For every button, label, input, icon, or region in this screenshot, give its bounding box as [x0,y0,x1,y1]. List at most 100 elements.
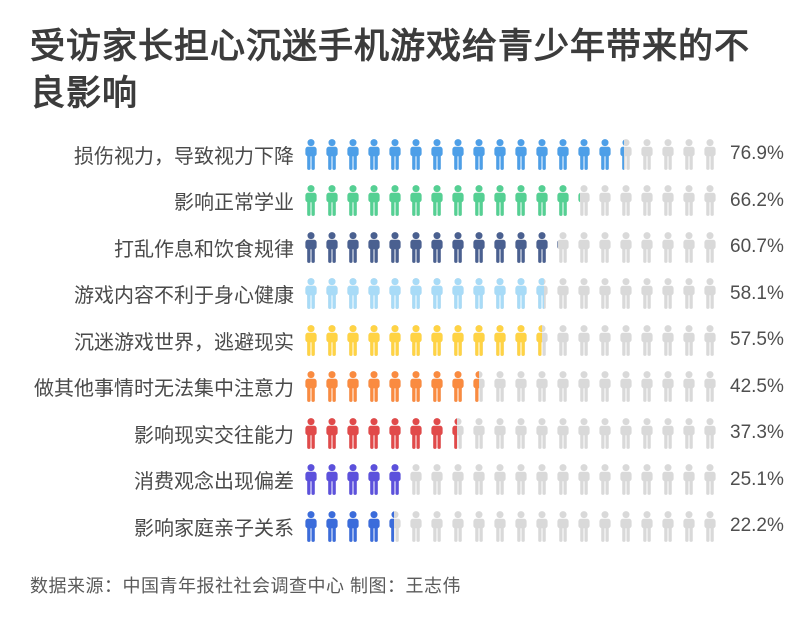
person-icon [619,278,633,310]
row-value: 42.5% [730,375,784,397]
person-icon [514,371,528,403]
person-icon [535,324,549,356]
person-icon [493,371,507,403]
person-icon [325,231,339,263]
person-icon [346,231,360,263]
row-label: 损伤视力，导致视力下降 [74,145,294,168]
person-icon [577,138,591,170]
person-icon [619,417,633,449]
person-icon [304,138,318,170]
person-icon [409,185,423,217]
person-icon [598,231,612,263]
row-label: 影响现实交往能力 [134,424,294,447]
person-icon [598,371,612,403]
person-icon [598,138,612,170]
person-icon [682,417,696,449]
person-icon [409,464,423,496]
person-icon [346,324,360,356]
person-icon [451,324,465,356]
person-icon [598,185,612,217]
person-icon [367,417,381,449]
icon-bar [304,231,717,263]
person-icon [514,185,528,217]
person-icon [598,278,612,310]
person-icon [703,417,717,449]
person-icon [472,324,486,356]
row-value: 66.2% [730,189,784,211]
row-value: 60.7% [730,236,784,258]
person-icon [388,464,402,496]
person-icon [472,231,486,263]
person-icon [304,324,318,356]
person-icon [661,324,675,356]
person-icon [640,278,654,310]
person-icon [472,278,486,310]
chart-row: 损伤视力，导致视力下降 76.9% [30,131,784,178]
chart-row: 沉迷游戏世界，逃避现实 57.5% [30,317,784,364]
person-icon [682,138,696,170]
person-icon [325,510,339,542]
person-icon [367,231,381,263]
person-icon [619,510,633,542]
person-icon [367,371,381,403]
icon-bar [304,371,717,403]
person-icon [388,371,402,403]
person-icon [640,510,654,542]
person-icon [514,510,528,542]
person-icon [640,464,654,496]
person-icon [304,371,318,403]
row-value: 37.3% [730,422,784,444]
person-icon [535,417,549,449]
person-icon [346,464,360,496]
person-icon [451,510,465,542]
chart-row: 影响家庭亲子关系 22.2% [30,503,784,550]
person-icon [619,185,633,217]
person-icon [619,324,633,356]
person-icon [430,278,444,310]
person-icon [640,138,654,170]
person-icon [430,371,444,403]
person-icon [619,464,633,496]
person-icon [409,231,423,263]
person-icon [535,464,549,496]
person-icon [472,371,486,403]
person-icon [388,510,402,542]
icon-bar [304,278,717,310]
person-icon [640,371,654,403]
person-icon [430,185,444,217]
person-icon [535,371,549,403]
person-icon [640,417,654,449]
pictogram-chart: 损伤视力，导致视力下降 76.9% 影响正常学业 66.2% 打乱作息和饮食规律 60.7… [30,131,784,550]
person-icon [640,185,654,217]
row-value: 57.5% [730,329,784,351]
person-icon [577,417,591,449]
person-icon [493,185,507,217]
person-icon [430,510,444,542]
person-icon [409,278,423,310]
row-value: 25.1% [730,468,784,490]
chart-row: 打乱作息和饮食规律 60.7% [30,224,784,271]
person-icon [514,464,528,496]
person-icon [577,371,591,403]
person-icon [430,138,444,170]
person-icon [619,371,633,403]
person-icon [703,138,717,170]
person-icon [304,278,318,310]
person-icon [409,417,423,449]
person-icon [682,185,696,217]
person-icon [703,231,717,263]
person-icon [325,138,339,170]
person-icon [661,138,675,170]
person-icon [514,324,528,356]
person-icon [703,185,717,217]
row-value: 76.9% [730,143,784,165]
person-icon [514,138,528,170]
chart-row: 影响正常学业 66.2% [30,178,784,225]
person-icon [346,138,360,170]
chart-row: 游戏内容不利于身心健康 58.1% [30,271,784,318]
person-icon [682,464,696,496]
person-icon [325,324,339,356]
person-icon [388,231,402,263]
icon-bar [304,324,717,356]
person-icon [472,417,486,449]
